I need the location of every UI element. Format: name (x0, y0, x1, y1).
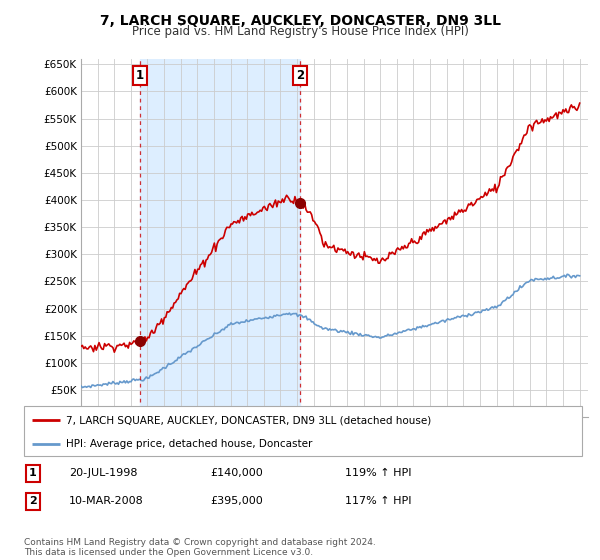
Bar (140, 59, 300, 417)
Text: £140,000: £140,000 (210, 468, 263, 478)
Text: 119% ↑ HPI: 119% ↑ HPI (345, 468, 412, 478)
Text: £395,000: £395,000 (210, 496, 263, 506)
Text: Contains HM Land Registry data © Crown copyright and database right 2024.
This d: Contains HM Land Registry data © Crown c… (24, 538, 376, 557)
Text: Price paid vs. HM Land Registry's House Price Index (HPI): Price paid vs. HM Land Registry's House … (131, 25, 469, 38)
Text: 2: 2 (29, 496, 37, 506)
Text: 2: 2 (296, 68, 304, 82)
Text: 7, LARCH SQUARE, AUCKLEY, DONCASTER, DN9 3LL (detached house): 7, LARCH SQUARE, AUCKLEY, DONCASTER, DN9… (66, 415, 431, 425)
Text: 117% ↑ HPI: 117% ↑ HPI (345, 496, 412, 506)
FancyBboxPatch shape (24, 406, 582, 456)
Text: HPI: Average price, detached house, Doncaster: HPI: Average price, detached house, Donc… (66, 439, 312, 449)
Text: 7, LARCH SQUARE, AUCKLEY, DONCASTER, DN9 3LL: 7, LARCH SQUARE, AUCKLEY, DONCASTER, DN9… (100, 14, 500, 28)
Text: 10-MAR-2008: 10-MAR-2008 (69, 496, 144, 506)
Text: 1: 1 (136, 68, 144, 82)
Text: 1: 1 (29, 468, 37, 478)
Text: 20-JUL-1998: 20-JUL-1998 (69, 468, 137, 478)
